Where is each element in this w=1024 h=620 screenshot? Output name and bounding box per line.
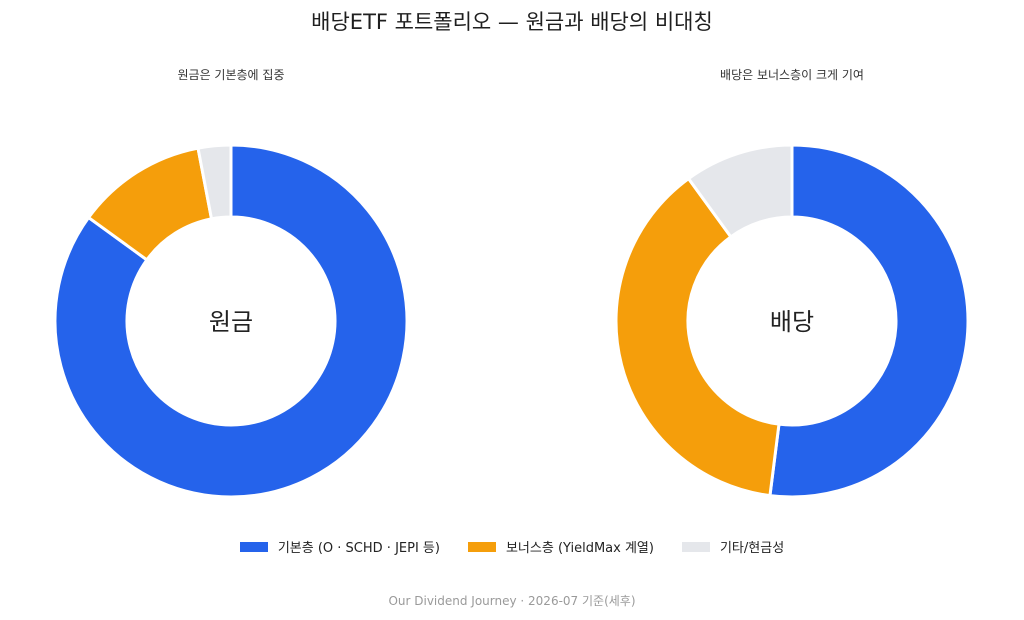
legend-item-other-cash: 기타/현금성: [681, 537, 785, 556]
principal-center-label: 원금: [209, 308, 253, 336]
principal-donut-chart: [53, 143, 409, 499]
legend-label-base-layer: 기본층 (O · SCHD · JEPI 등): [277, 541, 440, 556]
dividend-donut-chart: [614, 143, 970, 499]
legend-swatch-other-cash: [681, 541, 710, 552]
dividend-slice-other-cash: [687, 143, 794, 239]
legend-label-bonus-layer: 보너스층 (YieldMax 계열): [505, 541, 654, 556]
legend-swatch-bonus-layer: [467, 541, 496, 552]
dividend-slice-base-layer: [768, 143, 970, 499]
legend-item-bonus-layer: 보너스층 (YieldMax 계열): [467, 537, 654, 556]
footer-caption: Our Dividend Journey · 2026-07 기준(세후): [388, 594, 636, 608]
dividend-slice-bonus-layer: [614, 177, 781, 498]
principal-slice-other-cash: [196, 143, 233, 221]
legend-label-other-cash: 기타/현금성: [719, 541, 785, 556]
legend-swatch-base-layer: [239, 541, 268, 552]
left-chart-subtitle: 원금은 기본층에 집중: [177, 68, 285, 82]
page-title: 배당ETF 포트폴리오 — 원금과 배당의 비대칭: [311, 10, 713, 34]
dividend-center-label: 배당: [770, 308, 814, 336]
legend-item-base-layer: 기본층 (O · SCHD · JEPI 등): [239, 537, 440, 556]
right-chart-subtitle: 배당은 보너스층이 크게 기여: [720, 68, 864, 82]
principal-slice-base-layer: [53, 143, 409, 499]
chart-legend: 기본층 (O · SCHD · JEPI 등) 보너스층 (YieldMax 계…: [0, 537, 1024, 556]
